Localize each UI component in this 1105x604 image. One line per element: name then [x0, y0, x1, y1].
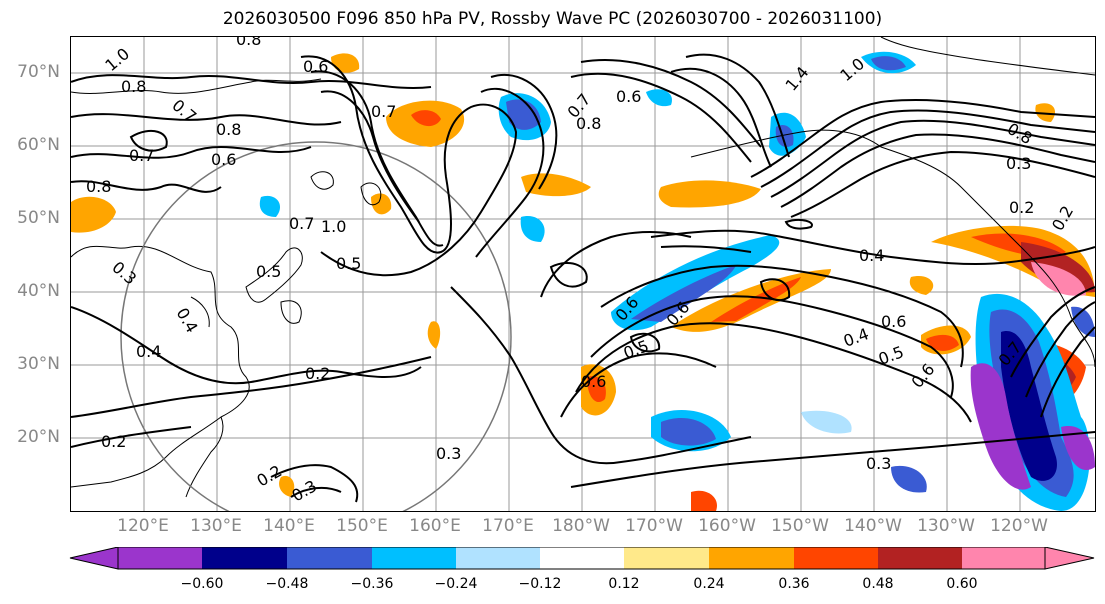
contour-label: 0.4 [173, 305, 202, 337]
colorbar-tick-label: −0.12 [518, 576, 562, 592]
negative-anomalies [259, 51, 1095, 511]
colorbar-tick-label: 0.12 [608, 576, 640, 592]
colorbar-segment [456, 547, 540, 569]
lon-label-120w: 120°W [990, 516, 1048, 536]
contour-label: 0.3 [436, 444, 461, 463]
colorbar-segment [372, 547, 456, 569]
contour-label: 0.7 [371, 102, 396, 121]
contour-label: 0.3 [289, 476, 321, 505]
colorbar-tick-label: 0.60 [946, 576, 978, 592]
pv-contours [71, 53, 1095, 503]
colorbar-tick-label: 0.48 [862, 576, 894, 592]
lat-label-30n: 30°N [17, 354, 60, 374]
contour-label: 0.3 [866, 454, 891, 473]
contour-label: 0.8 [216, 120, 241, 139]
contour-label: 0.2 [1048, 202, 1077, 234]
lon-label-120e: 120°E [117, 516, 169, 536]
colorbar [69, 547, 1095, 570]
contour-label: 0.6 [581, 372, 606, 391]
contour-label: 0.6 [881, 312, 906, 331]
contour-label: 0.2 [305, 364, 330, 383]
lon-label-160w: 160°W [698, 516, 756, 536]
contour-label: 0.5 [256, 262, 281, 281]
colorbar-tick-label: −0.48 [265, 576, 309, 592]
lon-label-140w: 140°W [844, 516, 902, 536]
lon-label-170e: 170°E [482, 516, 534, 536]
reference-circle [120, 141, 512, 511]
colorbar-tick-label: −0.36 [350, 576, 394, 592]
colorbar-segment [878, 547, 962, 569]
lon-label-140e: 140°E [263, 516, 315, 536]
contour-label: 0.4 [841, 324, 871, 351]
contour-label: 0.3 [1006, 154, 1031, 173]
lon-label-150e: 150°E [336, 516, 388, 536]
contour-label: 0.6 [616, 87, 641, 106]
contour-label: 0.8 [86, 177, 111, 196]
contour-label: 1.0 [101, 44, 133, 75]
contour-label: 0.6 [303, 57, 328, 76]
lon-label-130e: 130°E [190, 516, 242, 536]
contour-label: 1.4 [782, 63, 813, 95]
lat-label-60n: 60°N [17, 135, 60, 155]
colorbar-extend-low [69, 547, 119, 570]
lon-label-130w: 130°W [917, 516, 975, 536]
lat-label-50n: 50°N [17, 208, 60, 228]
colorbar-segment [794, 547, 878, 569]
contour-label: 0.7 [168, 96, 200, 127]
lon-label-170w: 170°W [625, 516, 683, 536]
contour-label: 0.4 [136, 342, 161, 361]
colorbar-tick-label: −0.24 [434, 576, 478, 592]
colorbar-tick-label: 0.24 [693, 576, 725, 592]
colorbar-segment [709, 547, 794, 569]
colorbar-segment [962, 547, 1045, 569]
colorbar-segment [287, 547, 372, 569]
contour-label: 0.2 [101, 432, 126, 451]
map-graphics: 1.0 0.8 0.8 0.7 0.8 0.6 0.7 0.6 0.8 0.7 … [71, 37, 1095, 511]
lat-label-40n: 40°N [17, 281, 60, 301]
chart-title: 2026030500 F096 850 hPa PV, Rossby Wave … [222, 9, 883, 29]
colorbar-segment [540, 547, 624, 569]
colorbar-segment [624, 547, 709, 569]
contour-label: 0.8 [576, 114, 601, 133]
coastlines [71, 37, 1095, 498]
contour-label: 0.5 [621, 336, 651, 363]
contour-label: 0.6 [211, 150, 236, 169]
contour-label: 0.5 [336, 254, 361, 273]
colorbar-segment [202, 547, 287, 569]
contour-label: 0.4 [859, 246, 884, 265]
contour-label: 0.8 [121, 77, 146, 96]
lon-label-160e: 160°E [409, 516, 461, 536]
colorbar-segment [118, 547, 202, 569]
contour-label: 0.7 [289, 214, 314, 233]
lon-label-150w: 150°W [771, 516, 829, 536]
lon-label-180w: 180°W [552, 516, 610, 536]
lat-label-20n: 20°N [17, 427, 60, 447]
map-panel: 1.0 0.8 0.8 0.7 0.8 0.6 0.7 0.6 0.8 0.7 … [70, 36, 1096, 512]
contour-label: 0.8 [236, 37, 261, 49]
colorbar-tick-label: 0.36 [778, 576, 810, 592]
colorbar-tick-label: −0.60 [180, 576, 224, 592]
contour-label: 0.2 [1009, 198, 1034, 217]
contour-label: 1.0 [321, 217, 346, 236]
lat-label-70n: 70°N [17, 62, 60, 82]
contour-label: 0.7 [129, 146, 154, 165]
colorbar-extend-high [1044, 547, 1095, 570]
